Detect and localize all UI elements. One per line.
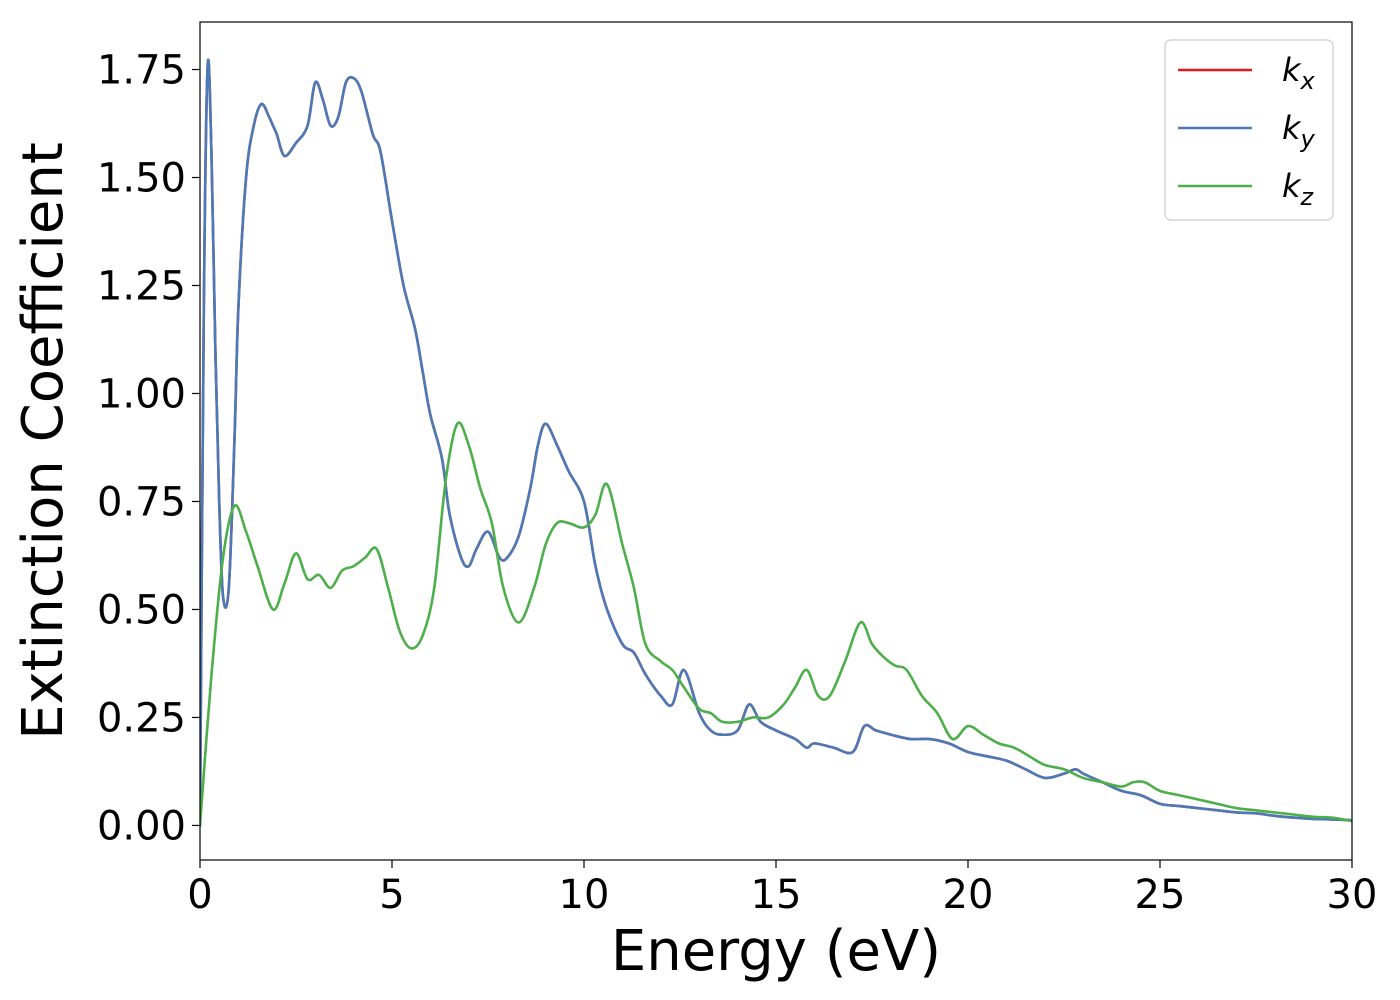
y-axis-title: Extinction Coefficient xyxy=(11,142,76,740)
x-tick-label: 0 xyxy=(187,872,212,918)
series-line-y xyxy=(200,58,1352,827)
series-layer xyxy=(200,58,1352,827)
y-tick-label: 1.75 xyxy=(97,48,186,94)
x-axis: 0 5 10 15 20 25 30 xyxy=(187,860,1377,918)
y-axis: 0.00 0.25 0.50 0.75 1.00 1.25 1.50 1.75 xyxy=(97,48,200,849)
x-tick-label: 20 xyxy=(943,872,994,918)
x-tick-label: 5 xyxy=(379,872,404,918)
legend: kx ky kz xyxy=(1164,39,1334,221)
series-line-z xyxy=(200,421,1352,827)
y-tick-label: 1.50 xyxy=(97,156,186,202)
y-tick-label: 0.75 xyxy=(97,479,186,525)
y-tick-label: 1.00 xyxy=(97,371,186,417)
x-tick-label: 25 xyxy=(1135,872,1186,918)
legend-label-y: ky xyxy=(1282,109,1316,153)
legend-box xyxy=(1164,39,1334,221)
legend-label-z: kz xyxy=(1282,167,1315,211)
x-tick-label: 30 xyxy=(1327,872,1378,918)
y-tick-label: 0.00 xyxy=(97,803,186,849)
x-tick-label: 15 xyxy=(751,872,802,918)
x-tick-label: 10 xyxy=(559,872,610,918)
y-tick-label: 0.25 xyxy=(97,695,186,741)
y-tick-label: 0.50 xyxy=(97,587,186,633)
y-tick-label: 1.25 xyxy=(97,263,186,309)
plot-background xyxy=(200,22,1352,860)
legend-label-x: kx xyxy=(1282,51,1316,95)
x-axis-title: Energy (eV) xyxy=(611,919,941,984)
